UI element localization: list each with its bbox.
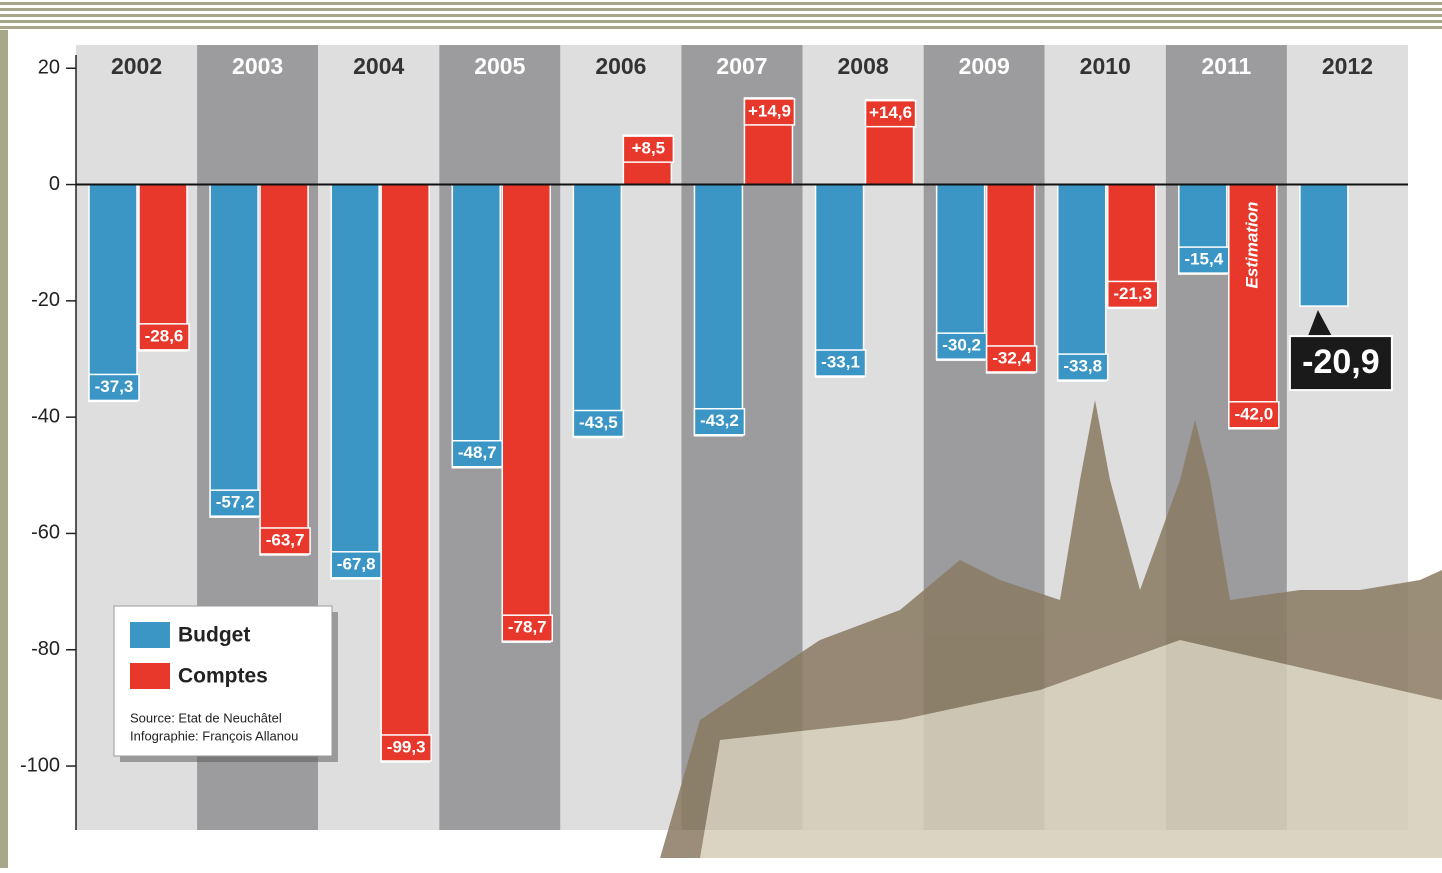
value-label-box — [814, 349, 867, 377]
value-label-box — [622, 135, 675, 163]
source: Source: Etat de Neuchâtel — [130, 710, 282, 725]
bar — [935, 183, 986, 361]
legend: Budget Comptes Source: Etat de Neuchâtel… — [113, 605, 338, 762]
y-tick-label: 20 — [38, 57, 60, 79]
value-label-box — [743, 98, 796, 126]
legend-label: Comptes — [178, 665, 268, 688]
value-label-box — [380, 734, 432, 762]
x-tick-label: 2011 — [1201, 53, 1251, 79]
bar — [1299, 183, 1349, 307]
value-label-box — [693, 408, 746, 436]
value-label: -78,7 — [508, 618, 547, 637]
legend-swatch — [130, 663, 170, 689]
value-label: +8,5 — [632, 139, 666, 158]
x-tick-label: 2003 — [232, 53, 283, 79]
value-label: -67,8 — [337, 554, 376, 573]
value-label: -43,2 — [700, 411, 739, 430]
bar — [88, 183, 138, 403]
x-tick-label: 2002 — [111, 53, 162, 79]
y-tick-label: -40 — [31, 405, 60, 427]
value-label-box — [985, 345, 1038, 373]
value-label-box — [451, 439, 504, 468]
legend-label: Budget — [178, 624, 250, 647]
bar — [572, 183, 623, 439]
value-label: -42,0 — [1234, 404, 1273, 423]
bar — [1056, 183, 1107, 382]
value-label: -28,6 — [145, 326, 184, 345]
value-label: +14,9 — [748, 101, 791, 120]
y-tick-label: -20 — [31, 289, 60, 311]
value-label-box — [864, 99, 917, 128]
value-label: -48,7 — [458, 443, 497, 462]
value-label: -32,4 — [992, 348, 1031, 367]
y-tick-label: -100 — [20, 754, 60, 776]
y-tick-label: 0 — [49, 173, 60, 195]
x-tick-label: 2007 — [716, 53, 767, 79]
bar — [501, 183, 552, 643]
credit: Infographie: François Allanou — [130, 728, 298, 743]
value-label-box — [572, 409, 625, 438]
value-label-box — [501, 614, 554, 642]
bar — [330, 183, 380, 580]
value-label: -33,1 — [821, 353, 860, 372]
bar — [451, 183, 502, 469]
callout-pointer — [1307, 310, 1332, 337]
y-tick-label: -80 — [31, 638, 60, 660]
value-label-box — [1228, 401, 1280, 429]
value-label-box — [1178, 246, 1230, 274]
value-label-box — [935, 332, 988, 360]
annotation: Estimation — [1242, 202, 1261, 289]
x-tick-label: 2004 — [353, 53, 404, 79]
value-label: -20,9 — [1302, 343, 1380, 381]
x-tick-label: 2006 — [595, 53, 646, 79]
y-tick-label: -60 — [31, 522, 60, 544]
bar — [693, 183, 744, 437]
value-label-box — [138, 323, 190, 351]
value-label: -43,5 — [579, 413, 618, 432]
bar — [209, 183, 259, 518]
callout-box — [1288, 335, 1393, 392]
x-tick-label: 2008 — [838, 53, 889, 79]
bar — [814, 183, 865, 378]
x-tick-label: 2009 — [959, 53, 1010, 79]
value-label: -37,3 — [95, 377, 134, 396]
x-tick-label: 2005 — [474, 53, 525, 79]
bar — [985, 183, 1036, 374]
value-label: -33,8 — [1063, 357, 1102, 376]
x-tick-label: 2010 — [1080, 53, 1131, 79]
value-label: +14,6 — [869, 103, 912, 122]
bar — [1228, 183, 1278, 430]
value-label-box — [330, 551, 382, 579]
value-label: -15,4 — [1184, 250, 1223, 269]
bar — [259, 183, 309, 556]
photo — [660, 400, 1442, 858]
value-label-box — [1106, 280, 1159, 309]
value-label: -57,2 — [216, 493, 255, 512]
bar — [380, 183, 430, 763]
value-label: -99,3 — [387, 737, 426, 756]
legend-swatch — [130, 622, 170, 648]
value-label-box — [88, 373, 140, 402]
value-label-box — [259, 527, 311, 555]
value-label: -30,2 — [942, 336, 981, 355]
x-tick-label: 2012 — [1322, 53, 1373, 79]
value-label: -63,7 — [266, 530, 305, 549]
value-label: -21,3 — [1113, 284, 1152, 303]
value-label-box — [1056, 353, 1109, 381]
